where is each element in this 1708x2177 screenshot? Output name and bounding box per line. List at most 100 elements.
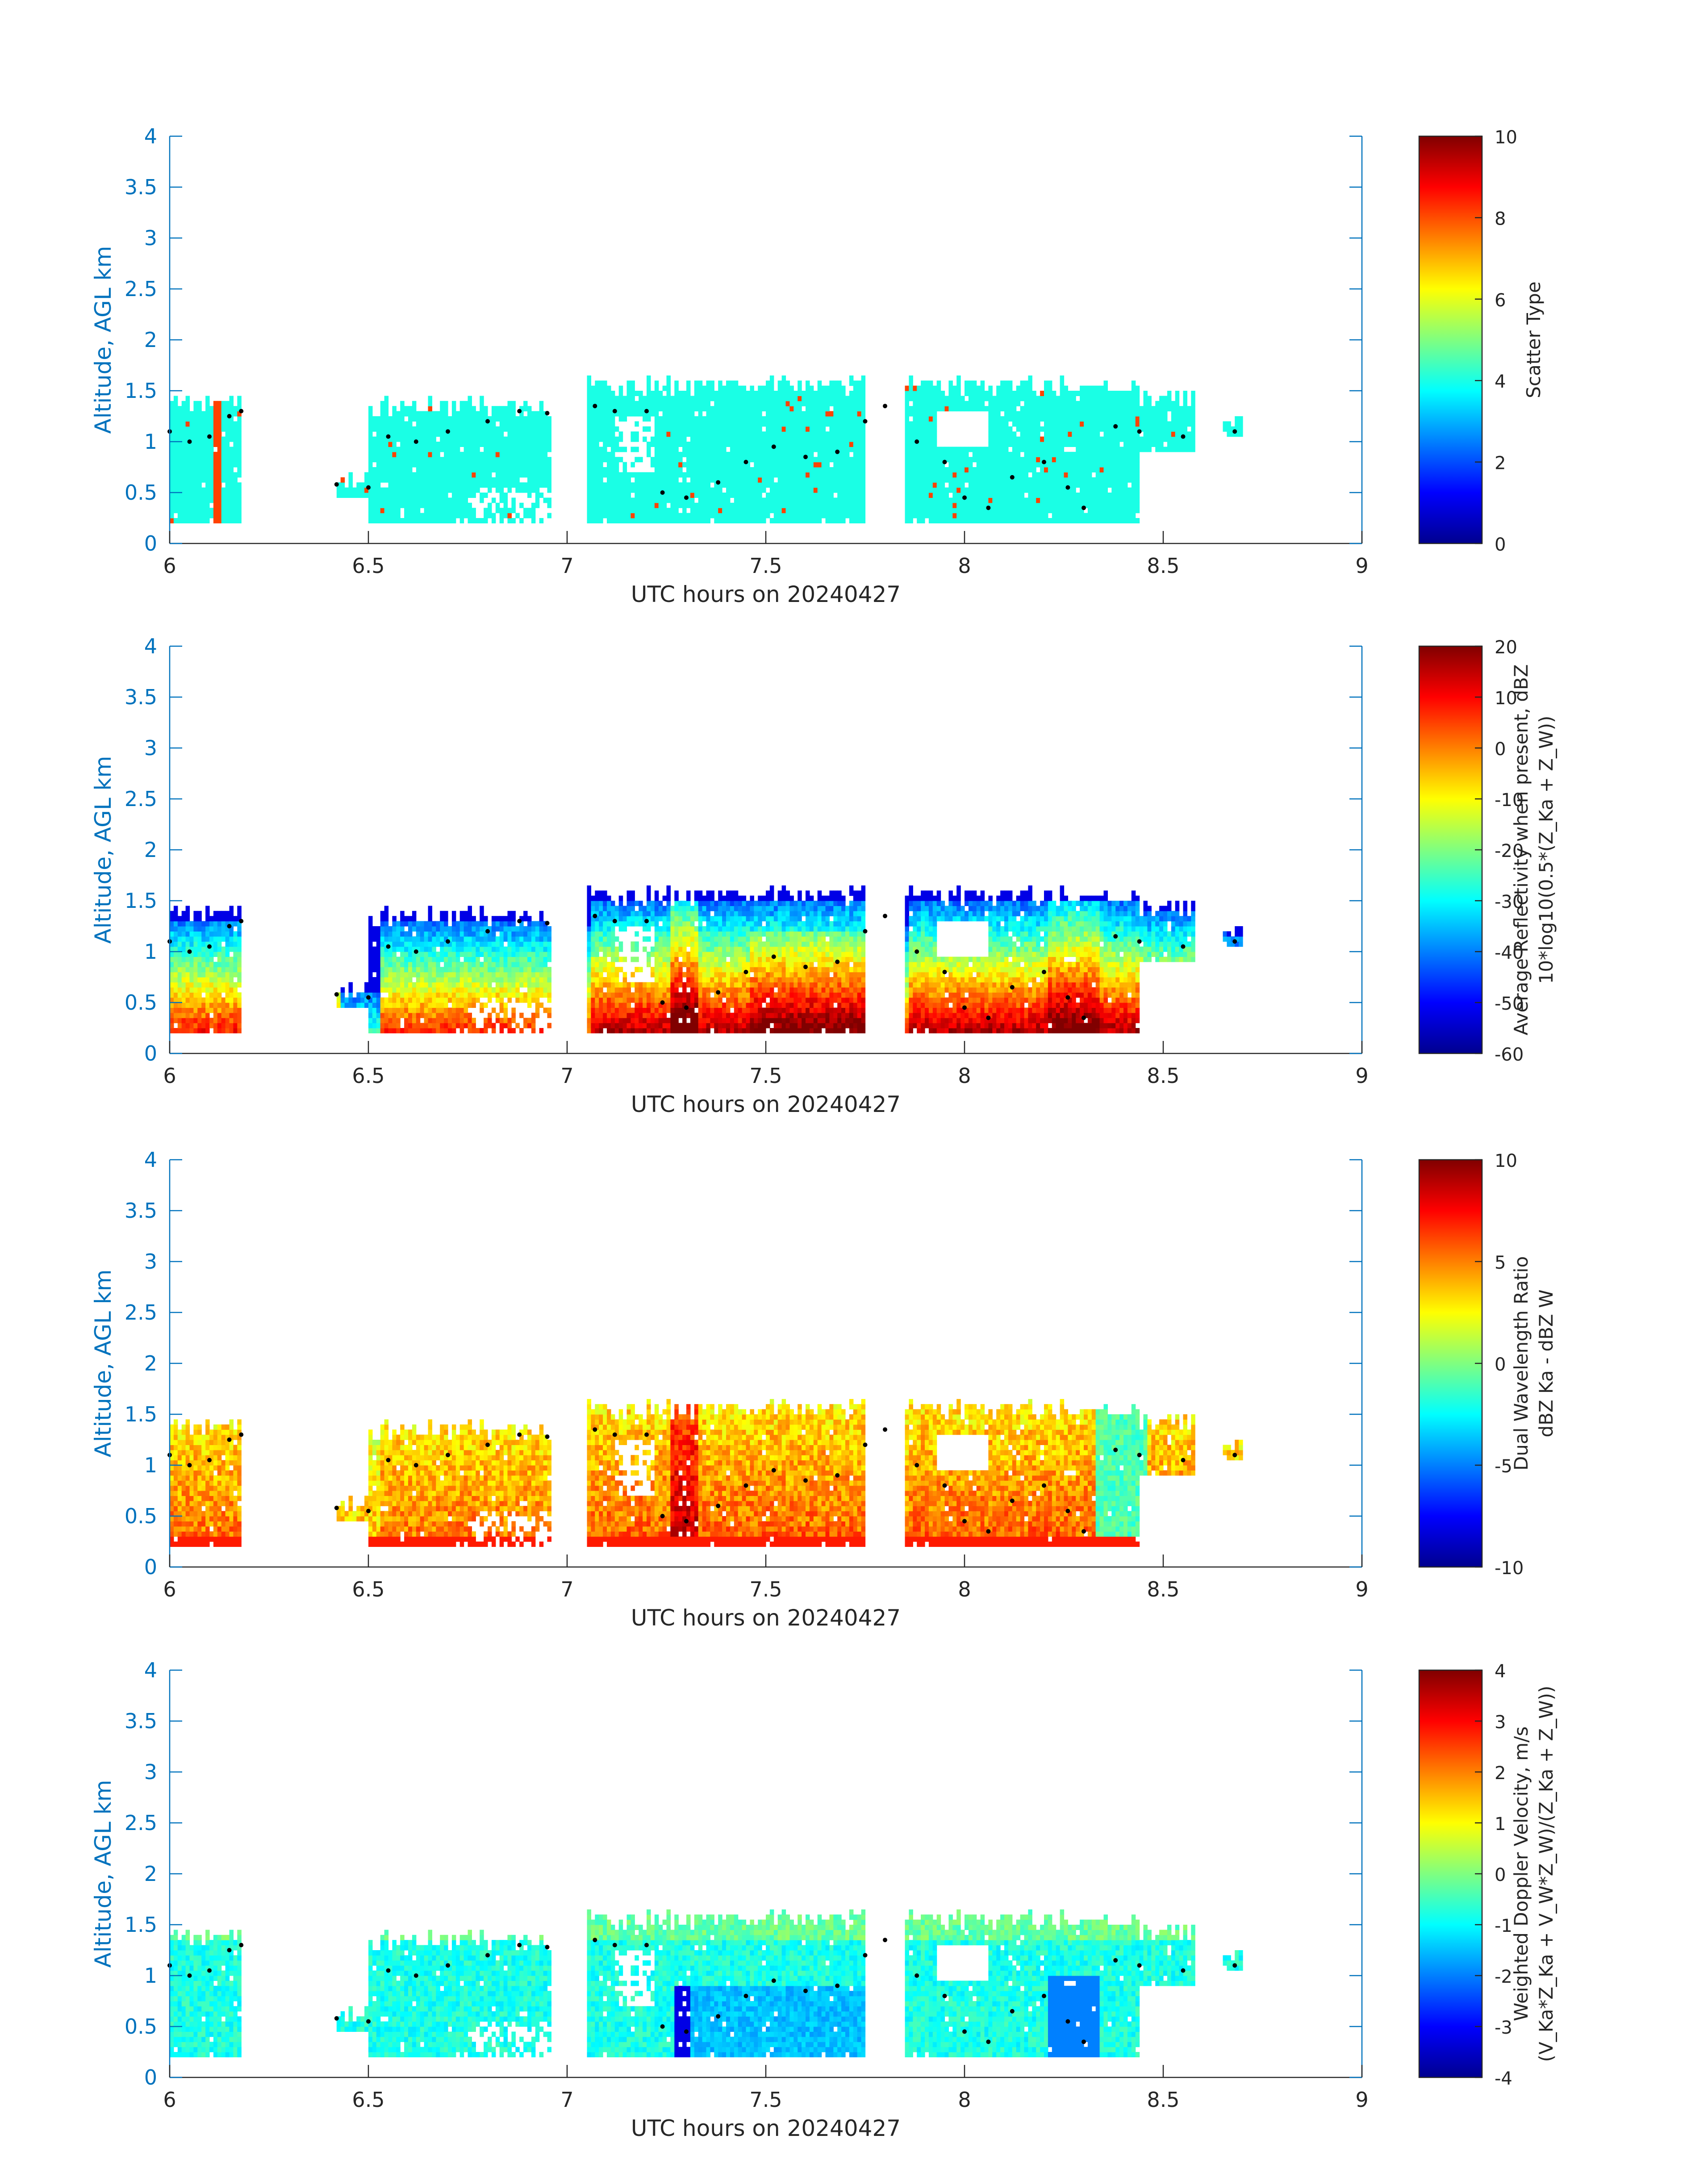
heatmap-cell [909, 497, 913, 503]
heatmap-cell [531, 431, 536, 437]
heatmap-cell [1004, 421, 1009, 427]
heatmap-cell [833, 401, 838, 406]
heatmap-cell [1024, 391, 1028, 396]
heatmap-cell [670, 447, 675, 452]
heatmap-cell [1012, 482, 1017, 488]
heatmap-cell [1111, 457, 1116, 463]
heatmap-cell [408, 411, 413, 417]
heatmap-cell [674, 462, 679, 468]
heatmap-cell [1115, 421, 1120, 427]
heatmap-cell [229, 401, 234, 406]
heatmap-cell [1040, 462, 1044, 468]
heatmap-cell [614, 508, 619, 514]
heatmap-cell [368, 436, 373, 442]
heatmap-cell [702, 401, 707, 406]
heatmap-cell [806, 431, 810, 437]
heatmap-cell [754, 411, 758, 417]
heatmap-cell [1020, 487, 1025, 493]
heatmap-cell [909, 467, 913, 472]
heatmap-cell [932, 472, 937, 478]
heatmap-cell [706, 421, 710, 427]
heatmap-cell [817, 401, 822, 406]
heatmap-cell [909, 380, 913, 386]
heatmap-cell [428, 493, 432, 498]
heatmap-cell [921, 447, 925, 452]
heatmap-cell [209, 472, 214, 478]
heatmap-cell [825, 502, 830, 508]
heatmap-cell [921, 508, 925, 514]
heatmap-cell [758, 482, 762, 488]
heatmap-cell [400, 447, 405, 452]
heatmap-cell [948, 508, 953, 514]
heatmap-cell [448, 457, 452, 463]
heatmap-cell [948, 391, 953, 396]
heatmap-cell [1036, 406, 1040, 412]
heatmap-cell [428, 401, 432, 406]
heatmap-cell [1087, 391, 1092, 396]
heatmap-cell [769, 375, 774, 381]
heatmap-cell [1127, 487, 1132, 493]
track-dot [612, 409, 617, 414]
heatmap-cell [173, 497, 178, 503]
heatmap-cell [201, 502, 206, 508]
heatmap-cell [209, 406, 214, 412]
y-tick-label: 1.5 [125, 379, 157, 403]
heatmap-cell [678, 451, 683, 457]
heatmap-cell [368, 406, 373, 412]
heatmap-cell [1131, 457, 1136, 463]
heatmap-cell [666, 518, 671, 523]
heatmap-cell [825, 411, 830, 417]
heatmap-cell [1107, 482, 1112, 488]
heatmap-cell [618, 416, 623, 422]
heatmap-cell [1099, 385, 1104, 391]
heatmap-cell [1127, 493, 1132, 498]
heatmap-cell [205, 472, 210, 478]
heatmap-cell [488, 472, 492, 478]
heatmap-cell [833, 502, 838, 508]
heatmap-cell [694, 487, 699, 493]
heatmap-cell [480, 406, 484, 412]
heatmap-cell [440, 416, 444, 422]
heatmap-cell [802, 401, 806, 406]
heatmap-cell [913, 477, 917, 483]
heatmap-cell [917, 416, 921, 422]
heatmap-cell [468, 482, 472, 488]
heatmap-cell [746, 472, 750, 478]
heatmap-cell [448, 416, 452, 422]
heatmap-cell [495, 462, 500, 468]
heatmap-cell [388, 502, 393, 508]
heatmap-cell [610, 396, 615, 401]
heatmap-cell [618, 447, 623, 452]
heatmap-cell [734, 477, 739, 483]
heatmap-cell [225, 467, 230, 472]
heatmap-cell [726, 457, 731, 463]
heatmap-cell [1135, 426, 1140, 432]
heatmap-cell [802, 447, 806, 452]
heatmap-cell [1052, 401, 1057, 406]
heatmap-cell [678, 467, 683, 472]
heatmap-cell [773, 487, 778, 493]
heatmap-cell [948, 482, 953, 488]
heatmap-cell [610, 401, 615, 406]
heatmap-cell [1171, 411, 1176, 417]
heatmap-cell [690, 442, 695, 447]
heatmap-cell [948, 497, 953, 503]
heatmap-cell [1012, 508, 1017, 514]
heatmap-cell [682, 487, 687, 493]
heatmap-cell [905, 447, 909, 452]
heatmap-cell [821, 472, 826, 478]
heatmap-cell [952, 401, 957, 406]
heatmap-cell [400, 431, 405, 437]
heatmap-cell [984, 457, 989, 463]
heatmap-cell [647, 493, 651, 498]
heatmap-cell [340, 493, 345, 498]
heatmap-cell [376, 472, 381, 478]
heatmap-cell [1103, 421, 1108, 427]
heatmap-cell [177, 967, 182, 973]
heatmap-cell [484, 457, 488, 463]
heatmap-cell [643, 497, 647, 503]
heatmap-cell [1032, 467, 1036, 472]
heatmap-cell [622, 508, 627, 514]
heatmap-cell [491, 477, 496, 483]
heatmap-cell [845, 431, 850, 437]
